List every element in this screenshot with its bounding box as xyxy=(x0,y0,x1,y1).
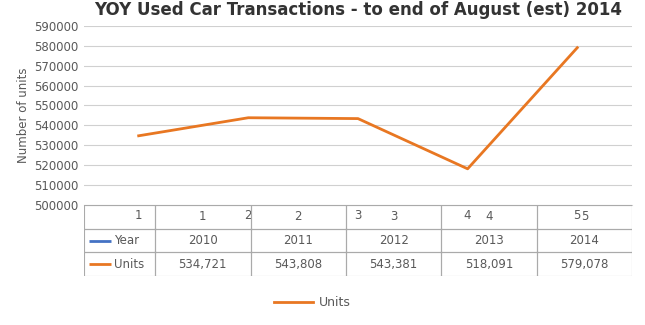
Text: 543,808: 543,808 xyxy=(274,258,322,271)
Title: YOY Used Car Transactions - to end of August (est) 2014: YOY Used Car Transactions - to end of Au… xyxy=(94,1,622,19)
Text: 1: 1 xyxy=(199,210,206,223)
Text: 2012: 2012 xyxy=(379,234,408,247)
Text: 3: 3 xyxy=(390,210,397,223)
Text: 2014: 2014 xyxy=(570,234,599,247)
Text: Units: Units xyxy=(319,296,351,309)
Text: 5: 5 xyxy=(580,210,588,223)
Text: 534,721: 534,721 xyxy=(179,258,227,271)
Text: Year: Year xyxy=(114,234,139,247)
Text: 2010: 2010 xyxy=(188,234,218,247)
Text: Units: Units xyxy=(114,258,144,271)
Text: 543,381: 543,381 xyxy=(370,258,418,271)
Text: 2013: 2013 xyxy=(474,234,504,247)
Text: 518,091: 518,091 xyxy=(465,258,513,271)
Text: 2011: 2011 xyxy=(283,234,313,247)
Text: 579,078: 579,078 xyxy=(561,258,609,271)
Y-axis label: Number of units: Number of units xyxy=(17,68,30,163)
Text: 2: 2 xyxy=(295,210,302,223)
Text: 4: 4 xyxy=(485,210,493,223)
